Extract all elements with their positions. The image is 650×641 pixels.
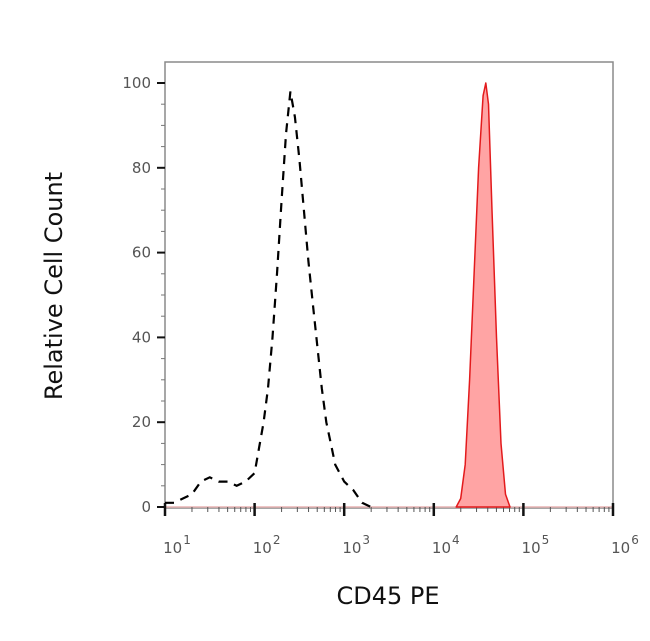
- series-layer: [165, 82, 511, 508]
- x-tick-label: 105: [522, 533, 550, 557]
- x-tick-label: 101: [163, 533, 191, 557]
- y-tick-label: 80: [132, 159, 151, 177]
- x-tick-label: 106: [611, 533, 639, 557]
- x-tick-label: 102: [253, 533, 281, 557]
- x-tick-label: 104: [432, 533, 460, 557]
- plot-frame: [164, 61, 614, 509]
- y-tick-label: 60: [132, 244, 151, 262]
- y-tick-label: 20: [132, 413, 151, 431]
- series-cd45-pe-filled: [455, 82, 511, 508]
- y-tick-label: 40: [132, 328, 151, 346]
- x-axis: 101 102 103 104 105 106: [163, 503, 639, 557]
- y-tick-label: 100: [122, 74, 151, 92]
- y-tick-label: 0: [141, 498, 151, 516]
- series-isotype-dashed: [165, 91, 372, 508]
- x-axis-title: CD45 PE: [336, 582, 439, 610]
- y-axis: 0 20 40 60 80 100: [122, 74, 165, 516]
- y-axis-title: Relative Cell Count: [40, 172, 68, 400]
- x-tick-label: 103: [342, 533, 370, 557]
